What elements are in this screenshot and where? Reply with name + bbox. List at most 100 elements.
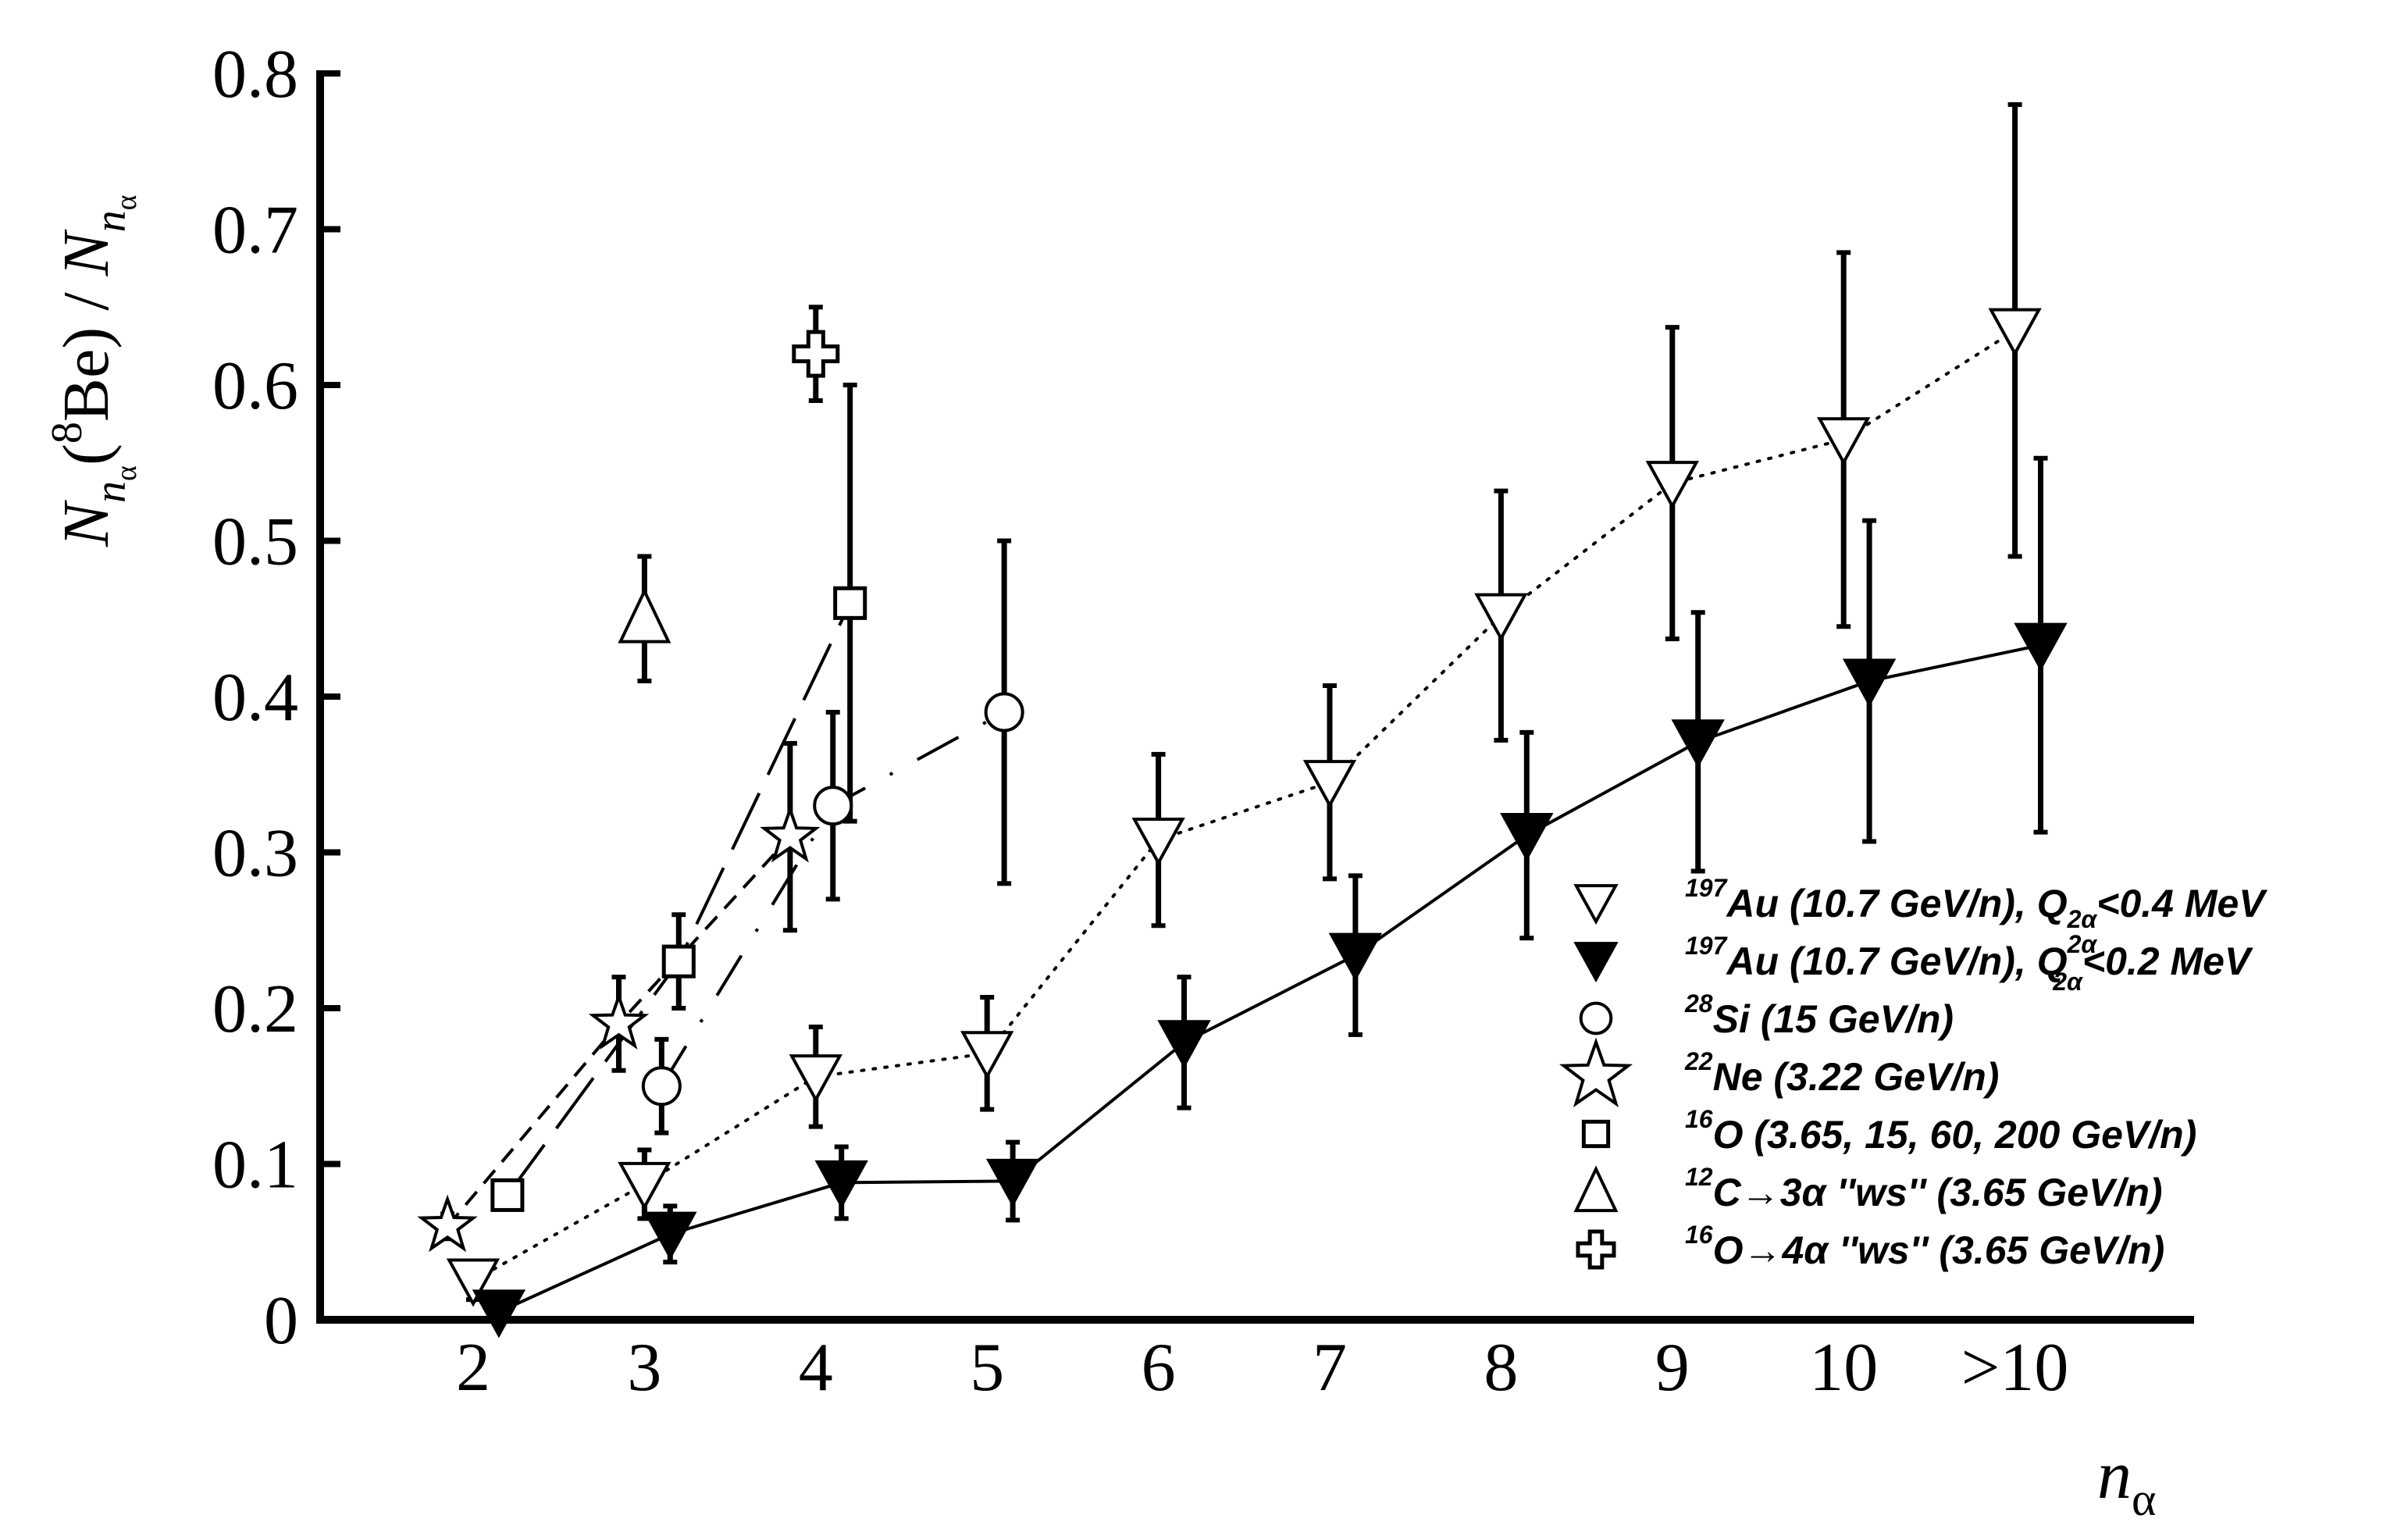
- data-point: [661, 944, 696, 979]
- legend-text: Ne (3.22 GeV/n): [1713, 1055, 2000, 1099]
- y-title-slash: /: [50, 276, 123, 326]
- legend-label: 16O→4α ''ws'' (3.65 GeV/n): [1685, 1221, 2164, 1272]
- legend-marker: [1579, 1001, 1613, 1036]
- axes: [316, 70, 2194, 1324]
- data-point: [472, 1289, 526, 1339]
- x-tick-label: 4: [799, 1330, 833, 1406]
- data-point: [789, 1054, 842, 1103]
- data-point: [641, 1066, 682, 1107]
- y-tick-label: 0.7: [212, 193, 298, 269]
- y-tick-label: 0.1: [212, 1128, 298, 1203]
- legend-label: 197Au (10.7 GeV/n), Q2α 2α<0.2 MeV: [1685, 930, 2253, 996]
- legend-text: Au (10.7 GeV/n), Q: [1725, 882, 2067, 925]
- legend-isotope-sup: 12: [1685, 1163, 1713, 1191]
- y-axis-title: Nnα(8Be) / Nnα: [43, 194, 143, 547]
- y-title-sub1: n: [87, 481, 135, 503]
- y-title-sub2: n: [87, 210, 135, 232]
- data-point: [417, 1194, 478, 1253]
- legend-tail: <0.4 MeV: [2096, 882, 2267, 925]
- legend-isotope-sup: 16: [1685, 1221, 1713, 1249]
- x-tick-label: 2: [456, 1330, 490, 1406]
- data-point: [618, 587, 671, 643]
- y-title-paren-open: (: [50, 444, 123, 465]
- legend-label: 16O (3.65, 15, 60, 200 GeV/n): [1685, 1105, 2196, 1157]
- legend-text: O→4α ''ws'' (3.65 GeV/n): [1713, 1228, 2165, 1272]
- legend-text: Si (15 GeV/n): [1713, 997, 1954, 1041]
- data-point: [1645, 461, 1699, 510]
- legend-text: Au (10.7 GeV/n), Q: [1725, 939, 2067, 983]
- data-point: [1671, 719, 1725, 768]
- data-point: [446, 1258, 500, 1307]
- legend-marker: [1573, 884, 1619, 925]
- x-tick-label: 5: [970, 1330, 1004, 1406]
- legend-isotope-sup: 22: [1684, 1047, 1713, 1075]
- y-tick-label: 0.3: [212, 816, 298, 892]
- data-point: [960, 1031, 1014, 1080]
- legend-q-sub: 2α: [2067, 905, 2098, 933]
- data-point: [1157, 1020, 1211, 1069]
- legend-q-sup: 2α: [2067, 930, 2098, 958]
- y-tick-label: 0.2: [212, 971, 298, 1047]
- data-point: [984, 692, 1024, 733]
- y-tick-label: 0: [264, 1283, 298, 1359]
- data-point: [1988, 308, 2042, 357]
- data-point: [760, 804, 821, 863]
- x-tick-label: 7: [1313, 1330, 1347, 1406]
- data-point: [833, 586, 867, 620]
- data-point: [1500, 812, 1554, 861]
- data-point: [588, 992, 650, 1050]
- x-axis-title-sub: α: [2132, 1474, 2156, 1525]
- data-point: [643, 1211, 697, 1260]
- data-point: [1131, 817, 1185, 866]
- data-point: [1842, 658, 1897, 708]
- data-point: [792, 330, 840, 378]
- y-title-paren-close: ): [50, 327, 123, 349]
- series-line: [498, 643, 2041, 1314]
- legend-marker: [1558, 1037, 1633, 1107]
- x-tick-label: 6: [1142, 1330, 1176, 1406]
- tick-labels: 0 0.1 0.2 0.3 0.4 0.5 0.6 0.7 0.8 2 3 4 5 6 7 8 9 10 >10: [212, 37, 2068, 1406]
- legend-q-sub: 2α: [2052, 968, 2083, 996]
- y-tick-label: 0.6: [212, 348, 298, 424]
- x-tick-label: 3: [627, 1330, 661, 1406]
- data-point: [1302, 760, 1357, 809]
- data-point: [1474, 593, 1528, 642]
- data-point: [618, 1161, 671, 1210]
- y-title-iso-sup: 8: [43, 422, 91, 444]
- legend-tail: <0.2 MeV: [2082, 939, 2253, 983]
- x-tick-label: >10: [1961, 1330, 2069, 1406]
- y-tick-label: 0.8: [212, 37, 298, 112]
- y-title-N2: N: [50, 229, 123, 276]
- y-title-iso: Be: [50, 349, 123, 422]
- legend-marker: [1573, 942, 1619, 983]
- series-line: [506, 602, 852, 1196]
- data-point: [490, 1178, 525, 1212]
- legend-text: O (3.65, 15, 60, 200 GeV/n): [1713, 1113, 2197, 1157]
- y-tick-label: 0.4: [212, 660, 298, 736]
- legend-label: 28Si (15 GeV/n): [1684, 989, 1954, 1041]
- x-tick-label: 8: [1484, 1330, 1518, 1406]
- y-title-subsub1: α: [110, 465, 143, 481]
- legend-isotope-sup: 28: [1684, 989, 1713, 1018]
- y-title-subsub2: α: [110, 194, 143, 210]
- data-point: [2014, 622, 2068, 672]
- legend-isotope-sup: 197: [1685, 932, 1729, 960]
- legend-label: 12C→3α ''ws'' (3.65 GeV/n): [1685, 1163, 2163, 1214]
- data-point: [814, 1160, 868, 1209]
- x-tick-label: 10: [1809, 1330, 1878, 1406]
- legend-marker: [1576, 1229, 1616, 1270]
- series-lines: [446, 329, 2041, 1314]
- data-markers: [417, 308, 2068, 1339]
- legend-isotope-sup: 197: [1685, 874, 1729, 902]
- data-point: [985, 1158, 1040, 1207]
- y-title-N1: N: [50, 500, 123, 547]
- data-point: [813, 786, 853, 826]
- legend-marker: [1581, 1119, 1611, 1149]
- legend-label: 22Ne (3.22 GeV/n): [1684, 1047, 1999, 1099]
- legend-marker: [1573, 1165, 1619, 1213]
- series-line: [472, 329, 2017, 1283]
- y-tick-label: 0.5: [212, 504, 298, 580]
- x-axis-title: nα: [2097, 1438, 2156, 1525]
